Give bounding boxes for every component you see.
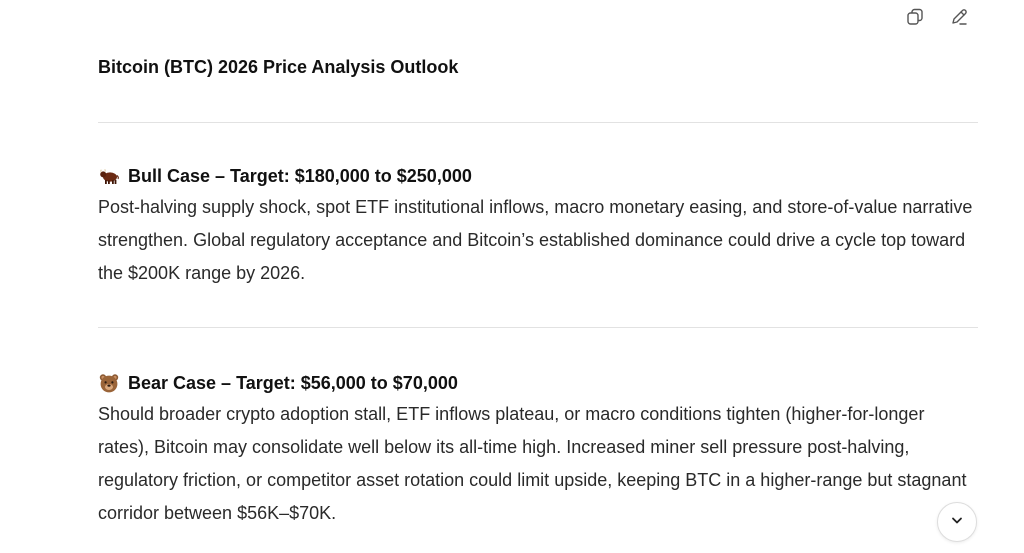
section-body: Should broader crypto adoption stall, ET… <box>98 404 967 523</box>
section-heading: Bear Case – Target: $56,000 to $70,000 <box>98 370 978 396</box>
divider <box>98 327 978 329</box>
copy-icon <box>905 7 925 27</box>
copy-button[interactable] <box>900 5 930 29</box>
section-heading: Bull Case – Target: $180,000 to $250,000 <box>98 163 978 189</box>
chevron-down-icon <box>950 513 964 532</box>
bear-case-section: Bear Case – Target: $56,000 to $70,000 S… <box>98 370 978 529</box>
divider <box>98 122 978 123</box>
document-title: Bitcoin (BTC) 2026 Price Analysis Outloo… <box>98 57 459 77</box>
message-toolbar <box>900 5 974 29</box>
message-content: Bitcoin (BTC) 2026 Price Analysis Outloo… <box>98 54 978 530</box>
pencil-icon <box>949 7 969 27</box>
section-heading-text: Bull Case – Target: $180,000 to $250,000 <box>128 166 472 186</box>
bull-icon <box>98 165 120 187</box>
section-body: Post-halving supply shock, spot ETF inst… <box>98 197 973 283</box>
edit-button[interactable] <box>944 5 974 29</box>
bull-case-section: Bull Case – Target: $180,000 to $250,000… <box>98 163 978 289</box>
scroll-to-bottom-button[interactable] <box>937 502 977 542</box>
bear-icon <box>98 372 120 394</box>
section-heading-text: Bear Case – Target: $56,000 to $70,000 <box>128 373 458 394</box>
